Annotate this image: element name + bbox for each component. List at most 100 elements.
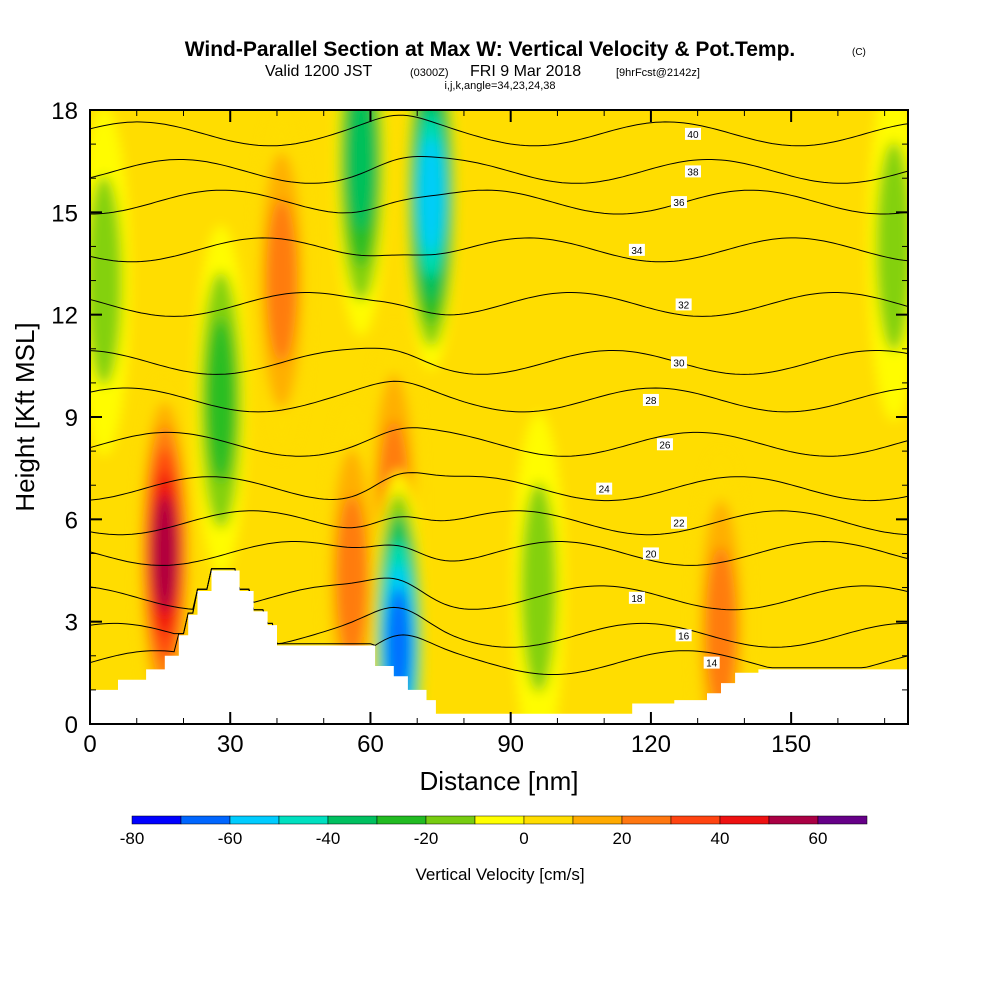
theta-contour-28 xyxy=(90,380,908,413)
w-feature-5 xyxy=(347,110,376,232)
colorbar-tick--20: -20 xyxy=(414,829,439,848)
theta-label-bg-26 xyxy=(656,438,673,451)
theta-label-16: 16 xyxy=(678,631,690,642)
colorbar-swatch--50 xyxy=(278,815,329,825)
colorbar-swatch--30 xyxy=(376,815,427,825)
colorbar-swatch-20 xyxy=(621,815,672,825)
colorbar-tick--60: -60 xyxy=(218,829,243,848)
theta-contours: 14 16 18 20 22 24 26 28 30 32 34 36 38 40 xyxy=(90,114,908,675)
w-feature-1 xyxy=(266,198,297,363)
colorbar-swatch--60 xyxy=(229,815,280,825)
theta-contour-20 xyxy=(90,540,908,566)
theta-label-24: 24 xyxy=(599,485,611,496)
theta-contour-38 xyxy=(90,156,908,184)
x-tick-label-120: 120 xyxy=(631,731,671,758)
colorbar-swatch--10 xyxy=(474,815,525,825)
theta-label-bg-22 xyxy=(670,516,687,529)
x-axis-label: Distance [nm] xyxy=(420,766,579,796)
valid-prefix: Valid 1200 JST xyxy=(265,63,373,80)
colorbar-swatch--20 xyxy=(425,815,476,825)
valid-utc: (0300Z) xyxy=(410,67,449,79)
theta-label-bg-24 xyxy=(596,482,613,495)
colorbar-swatch-50 xyxy=(768,815,819,825)
y-axis-label: Height [Kft MSL] xyxy=(10,322,40,511)
theta-label-bg-20 xyxy=(642,547,659,560)
colorbar-tick-60: 60 xyxy=(809,829,828,848)
theta-label-18: 18 xyxy=(631,594,643,605)
w-feature-3 xyxy=(336,495,368,659)
theta-label-bg-36 xyxy=(670,196,687,209)
x-tick-label-90: 90 xyxy=(497,731,524,758)
x-tick-label-150: 150 xyxy=(771,731,811,758)
theta-label-20: 20 xyxy=(645,549,657,560)
theta-label-bg-32 xyxy=(675,298,692,311)
colorbar-swatch--40 xyxy=(327,815,378,825)
theta-label-bg-34 xyxy=(628,243,645,256)
colorbar-swatch--80 xyxy=(131,815,182,825)
theta-contour-32 xyxy=(90,292,908,317)
colorbar-swatch-10 xyxy=(572,815,623,825)
theta-label-38: 38 xyxy=(687,167,699,178)
theta-contour-18 xyxy=(90,568,908,611)
copyright-mark: (C) xyxy=(852,47,866,58)
y-tick-label-15: 15 xyxy=(51,200,78,227)
forecast-tag: [9hrFcst@2142z] xyxy=(616,67,700,79)
theta-contour-40 xyxy=(90,114,908,147)
theta-label-28: 28 xyxy=(645,396,657,407)
theta-contour-22 xyxy=(90,510,908,536)
w-feature-4 xyxy=(418,136,444,254)
y-tick-label-3: 3 xyxy=(65,610,78,637)
colorbar-tick-40: 40 xyxy=(711,829,730,848)
theta-contour-34 xyxy=(90,237,908,263)
y-tick-label-6: 6 xyxy=(65,507,78,534)
w-feature-11 xyxy=(520,482,557,693)
w-feature-9 xyxy=(705,546,737,711)
colorbar-swatch-0 xyxy=(523,815,574,825)
y-tick-label-9: 9 xyxy=(65,405,78,432)
theta-label-32: 32 xyxy=(678,300,690,311)
theta-label-30: 30 xyxy=(673,358,685,369)
theta-label-22: 22 xyxy=(673,519,685,530)
y-tick-label-12: 12 xyxy=(51,303,78,330)
w-feature-8 xyxy=(875,141,908,352)
theta-label-bg-40 xyxy=(684,127,701,140)
theta-label-bg-28 xyxy=(642,393,659,406)
colorbar-tick-20: 20 xyxy=(613,829,632,848)
theta-label-bg-16 xyxy=(675,629,692,642)
theta-label-bg-38 xyxy=(684,165,701,178)
x-tick-label-60: 60 xyxy=(357,731,384,758)
w-feature-7 xyxy=(90,175,123,386)
y-tick-label-0: 0 xyxy=(65,712,78,739)
velocity-field xyxy=(90,110,908,724)
colorbar-swatch-60 xyxy=(817,815,868,825)
colorbar-tick--80: -80 xyxy=(120,829,145,848)
theta-contour-24 xyxy=(90,472,908,502)
colorbar-label: Vertical Velocity [cm/s] xyxy=(415,865,584,884)
chart-title: Wind-Parallel Section at Max W: Vertical… xyxy=(185,38,796,61)
section-params: i,j,k,angle=34,23,24,38 xyxy=(444,80,555,92)
valid-date: FRI 9 Mar 2018 xyxy=(470,63,581,80)
theta-label-bg-14 xyxy=(703,656,720,669)
x-tick-label-0: 0 xyxy=(83,731,96,758)
w-feature-10 xyxy=(205,318,237,482)
colorbar-tick-0: 0 xyxy=(519,829,528,848)
colorbar-swatch-30 xyxy=(670,815,721,825)
colorbar-swatch--70 xyxy=(180,815,231,825)
theta-label-bg-30 xyxy=(670,356,687,369)
theta-contour-30 xyxy=(90,347,908,375)
colorbar: -80 -60 -40 -20 0 20 40 60 xyxy=(120,815,868,848)
theta-label-bg-18 xyxy=(628,591,645,604)
colorbar-swatch-40 xyxy=(719,815,770,825)
theta-label-34: 34 xyxy=(631,246,643,257)
theta-label-36: 36 xyxy=(673,198,685,209)
w-feature-0 xyxy=(152,495,178,612)
theta-label-26: 26 xyxy=(659,440,671,451)
colorbar-tick--40: -40 xyxy=(316,829,341,848)
y-tick-label-18: 18 xyxy=(51,98,78,125)
theta-contour-36 xyxy=(90,189,908,215)
x-tick-label-30: 30 xyxy=(217,731,244,758)
theta-label-40: 40 xyxy=(687,130,699,141)
